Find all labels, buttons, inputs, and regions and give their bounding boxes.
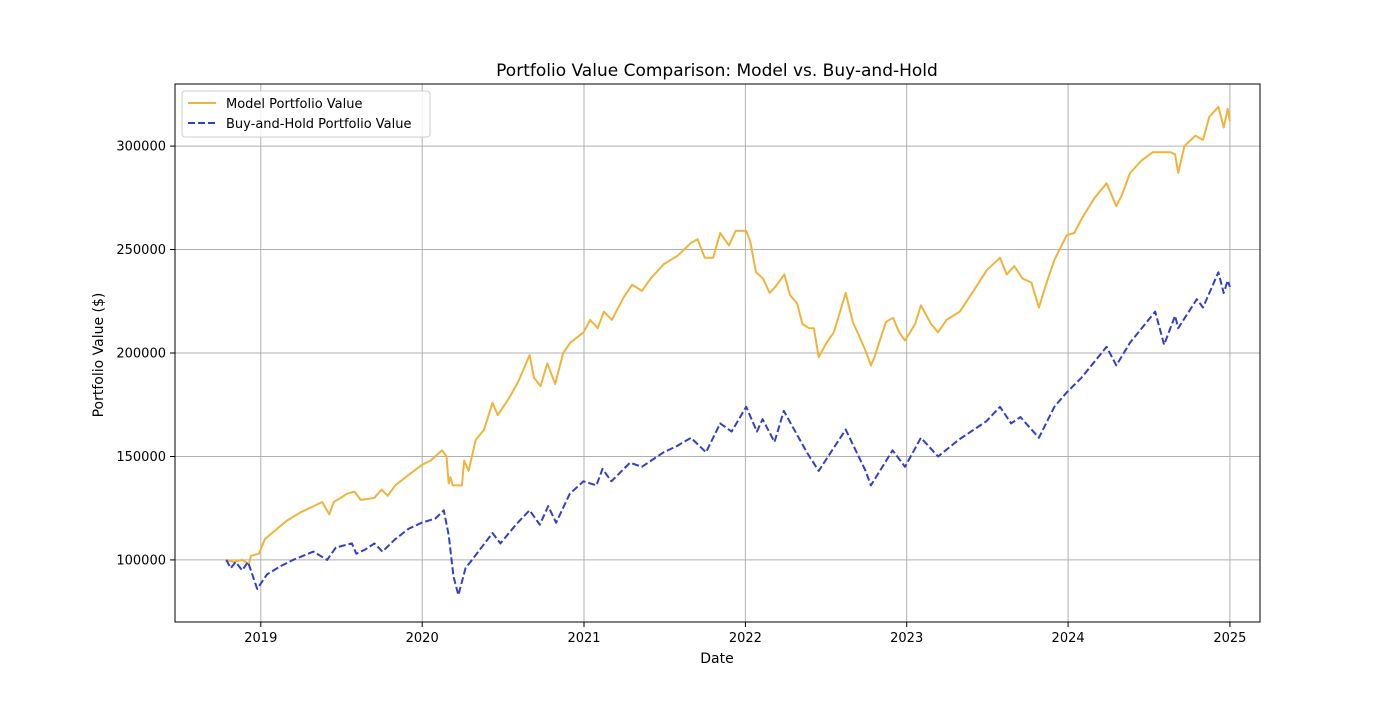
legend-box [181, 90, 431, 138]
x-tick-label: 2020 [406, 631, 439, 646]
y-tick-label: 100000 [116, 553, 166, 568]
legend: Model Portfolio Value Buy-and-Hold Portf… [181, 90, 431, 138]
y-tick-label: 300000 [116, 140, 166, 155]
legend-label-model: Model Portfolio Value [226, 97, 362, 112]
series-layer [225, 105, 1231, 597]
y-tick-label: 250000 [116, 243, 166, 258]
series-line-model [226, 105, 1231, 566]
x-tick-label: 2021 [567, 631, 600, 646]
y-tick-label: 200000 [116, 347, 166, 362]
legend-label-buy-and-hold: Buy-and-Hold Portfolio Value [226, 117, 412, 132]
series-line-buy-and-hold [225, 271, 1231, 597]
x-tick-label: 2022 [729, 631, 762, 646]
y-axis: 100000 150000 200000 250000 300000 [116, 140, 175, 568]
x-tick-label: 2024 [1052, 631, 1085, 646]
y-axis-label: Portfolio Value ($) [91, 293, 107, 418]
x-axis-label: Date [700, 651, 733, 667]
x-tick-label: 2019 [244, 631, 277, 646]
x-tick-label: 2023 [890, 631, 923, 646]
y-tick-label: 150000 [116, 450, 166, 465]
x-axis: 2019 2020 2021 2022 2023 2024 2025 [244, 622, 1246, 646]
gridlines [175, 84, 1260, 622]
x-tick-label: 2025 [1213, 631, 1246, 646]
chart-title: Portfolio Value Comparison: Model vs. Bu… [496, 61, 938, 81]
